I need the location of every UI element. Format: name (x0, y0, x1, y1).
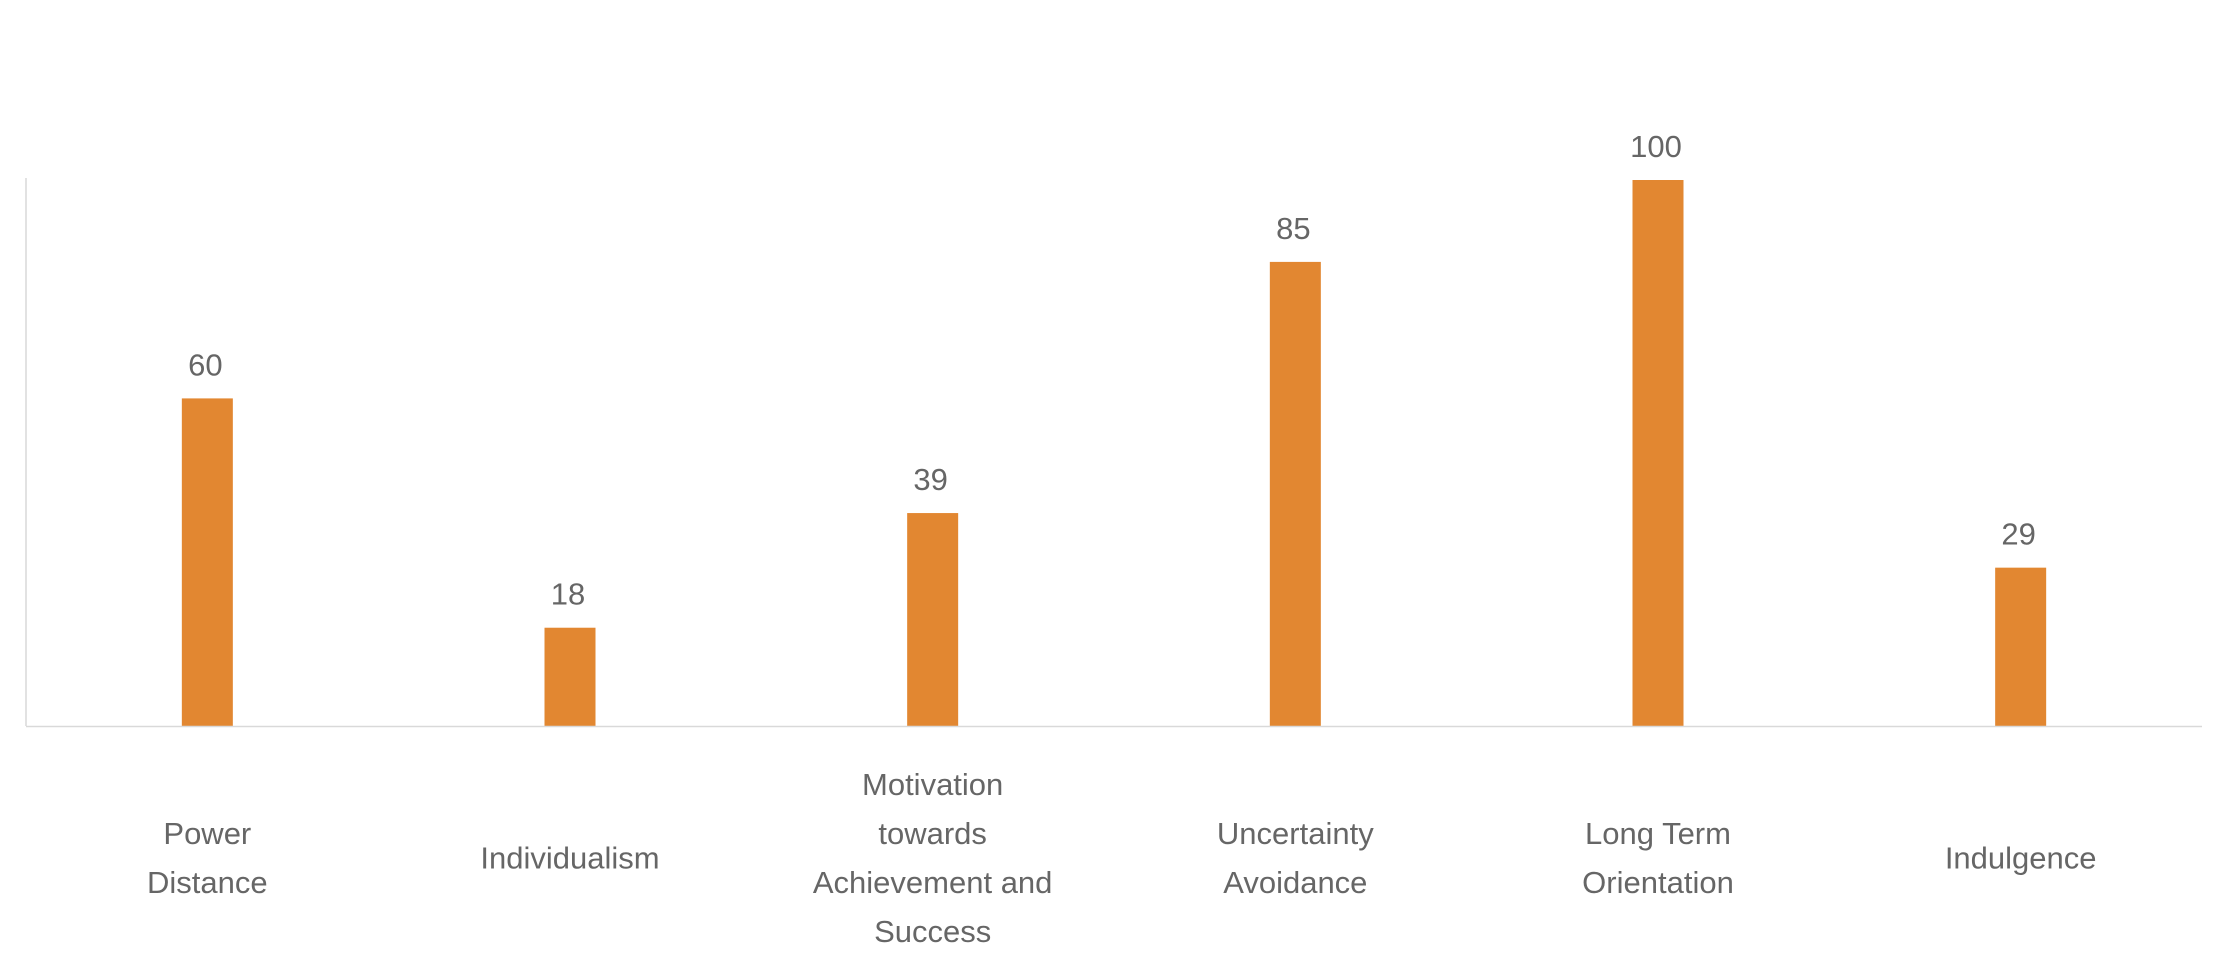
bar (907, 513, 959, 726)
bar (544, 627, 596, 726)
category-label: Uncertainty Avoidance (1145, 809, 1445, 907)
category-label-line: Indulgence (1944, 840, 2097, 876)
category-label-line: Orientation (1582, 865, 1734, 900)
category-label-line: Distance (147, 865, 268, 900)
bar (1269, 261, 1321, 726)
value-labels-group: 60 18 39 85 100 29 (188, 129, 2036, 612)
data-label: 18 (551, 577, 585, 612)
category-label: Individualism (420, 834, 720, 883)
category-label-line: Power (163, 816, 252, 851)
category-label-line: Long Term (1585, 816, 1731, 851)
data-label: 39 (913, 462, 947, 497)
data-label: 29 (2001, 517, 2035, 552)
bar (1995, 567, 2047, 726)
category-label: Long Term Orientation (1508, 809, 1808, 907)
category-label-line: Individualism (480, 840, 660, 876)
category-label: Motivation towards Achievement and Success (783, 760, 1083, 956)
category-label-line: Avoidance (1223, 865, 1368, 900)
bar (181, 398, 233, 726)
category-label-line: Success (874, 914, 992, 949)
category-label: Indulgence (1871, 834, 2171, 883)
bars-group (181, 180, 2047, 726)
bar (1632, 180, 1684, 726)
category-label-line: Motivation (862, 767, 1004, 802)
category-label-line: Uncertainty (1216, 816, 1374, 851)
category-label: Power Distance (57, 809, 357, 907)
data-label: 100 (1630, 129, 1682, 164)
data-label: 85 (1276, 211, 1310, 246)
category-label-line: Achievement and (812, 865, 1053, 900)
data-label: 60 (188, 347, 222, 382)
category-label-line: towards (878, 816, 987, 851)
